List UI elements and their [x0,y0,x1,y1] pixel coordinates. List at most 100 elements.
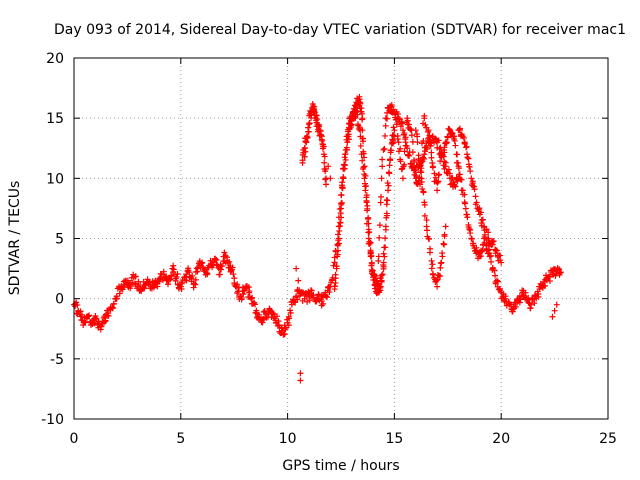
data-point [440,240,447,247]
data-point [321,153,328,160]
data-point [297,370,304,377]
data-point [443,140,450,147]
data-point [78,311,85,318]
data-point [414,139,421,146]
data-point [435,178,442,185]
data-point [428,265,435,272]
data-point [492,272,499,279]
data-point [378,272,385,279]
data-point [430,270,437,277]
data-point [384,115,391,122]
data-point [331,283,338,290]
data-point [468,235,475,242]
data-point [464,154,471,161]
data-point [305,128,312,135]
data-point [385,182,392,189]
x-tick-label: 25 [599,431,617,447]
data-point [281,330,288,337]
data-point [299,159,306,166]
data-point [411,157,418,164]
data-point [382,235,389,242]
data-point [445,166,452,173]
data-points [71,93,565,384]
data-point [359,115,366,122]
data-point [391,127,398,134]
data-point [425,127,432,134]
data-point [466,225,473,232]
data-point [377,193,384,200]
data-point [473,199,480,206]
data-point [170,262,177,269]
data-point [418,175,425,182]
data-point [467,226,474,233]
data-point [412,127,419,134]
data-point [323,293,330,300]
data-point [467,168,474,175]
data-point [319,137,326,144]
y-axis-label: SDTVAR / TECUs [7,181,23,296]
data-point [274,322,281,329]
data-point [341,154,348,161]
data-point [472,193,479,200]
data-point [366,240,373,247]
data-point [173,274,180,281]
data-point [131,280,138,287]
data-point [265,310,272,317]
data-point [463,143,470,150]
data-point [439,253,446,260]
data-point [305,124,312,131]
data-point [543,277,550,284]
data-point [135,278,142,285]
data-point [488,252,495,259]
data-point [287,309,294,316]
data-point [483,226,490,233]
data-point [502,293,509,300]
data-point [336,206,343,213]
data-point [558,269,565,276]
data-point [230,271,237,278]
data-point [434,179,441,186]
data-point [352,108,359,115]
data-point [422,121,429,128]
y-tick-labels: -10 -5 0 5 10 15 20 [41,51,64,428]
data-point [377,274,384,281]
data-point [390,106,397,113]
data-point [436,145,443,152]
data-point [417,157,424,164]
x-tick-label: 20 [492,431,510,447]
data-point [384,180,391,187]
data-point [252,301,259,308]
data-point [82,319,89,326]
data-point [331,259,338,266]
data-point [85,313,92,320]
data-point [358,105,365,112]
data-point [384,187,391,194]
x-axis-label: GPS time / hours [282,458,399,474]
data-point [340,174,347,181]
data-point [391,133,398,140]
data-point [434,283,441,290]
data-point [399,120,406,127]
data-point [132,273,139,280]
data-point [336,240,343,247]
data-point [324,294,331,301]
data-point [338,200,345,207]
data-point [420,189,427,196]
data-point [390,137,397,144]
data-point [240,291,247,298]
data-point [361,163,368,170]
data-point [91,320,98,327]
data-point [335,231,342,238]
data-point [376,234,383,241]
data-point [531,300,538,307]
data-point [286,315,293,322]
data-point [431,170,438,177]
data-point [318,298,325,305]
data-point [335,235,342,242]
data-point [367,239,374,246]
data-point [460,134,467,141]
data-point [302,148,309,155]
data-point [551,307,558,314]
x-tick-label: 0 [70,431,79,447]
data-point [116,290,123,297]
